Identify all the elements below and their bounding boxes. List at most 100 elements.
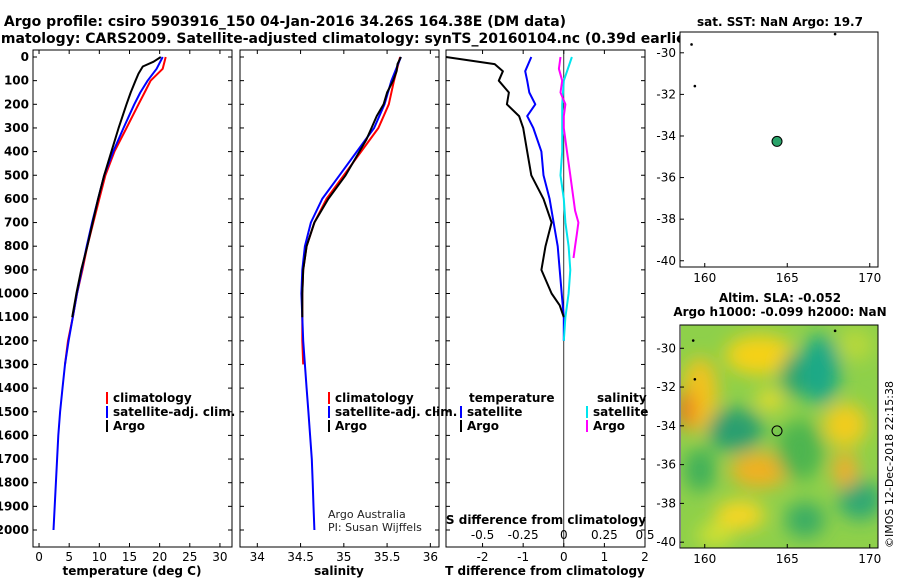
difference-secondary-xlabel: S difference from climatology [446,513,646,527]
legend-label-t-satellite: satellite [467,405,522,419]
figure-title-line1: Argo profile: csiro 5903916_150 04-Jan-2… [4,14,566,30]
depth-tick-label: 1400 [0,381,29,395]
series-line-t-argo [445,56,565,318]
depth-tick-label: 1200 [0,334,29,348]
attribution-line1: Argo Australia [328,508,406,521]
depth-tick-label: 800 [4,239,29,253]
x-tick-label: 35 [336,550,351,564]
nearby-float-marker [693,84,697,88]
depth-tick-label: 900 [4,263,29,277]
secondary-x-tick-label: 0.25 [591,528,618,542]
depth-tick-label: 700 [4,216,29,230]
legend-label-s-satellite: satellite [593,405,648,419]
map-y-tick-label: -34 [656,419,676,433]
nearby-float-marker [693,377,697,381]
map-x-tick-label: 170 [858,271,881,285]
depth-tick-label: 1300 [0,357,29,371]
salinity-xlabel: salinity [314,564,364,578]
x-tick-label: 1 [601,550,609,564]
temperature-xlabel: temperature (deg C) [63,564,202,578]
legend-title-temperature: temperature [469,391,554,405]
profile-series [52,56,580,531]
panel-axes: 0 5 10 15 20 25 30 34 34.5 35 35.5 36 -2 -1 0 1 2 -0.5 -0.… [33,50,655,564]
map-y-tick-label: -38 [656,212,676,226]
x-tick-label: 0 [35,550,43,564]
sst-map-frame [679,31,879,268]
nearby-float-marker [691,339,695,342]
x-tick-label: 10 [92,550,107,564]
secondary-x-tick-label: 0 [560,528,568,542]
legend-label-argo: Argo [335,419,367,433]
nearby-float-marker [833,32,837,36]
difference-legend: temperature salinity satellite Argo sate… [460,391,648,433]
map-y-tick-label: -34 [656,129,676,143]
depth-tick-label: 300 [4,121,29,135]
depth-axis-labels: 0 100 200 300 400 500 600 700 800 900 1000 1100 1200… [0,50,29,537]
map-x-tick-label: 165 [776,552,799,566]
difference-panel-frame [445,49,646,548]
series-line-s-argo [557,56,580,259]
map-y-tick-label: -30 [656,341,676,355]
sla-map-title-line1: Altim. SLA: -0.052 [719,291,841,305]
map-y-tick-label: -32 [656,87,676,101]
depth-tick-label: 1100 [0,310,29,324]
imos-timestamp: ©IMOS 12-Dec-2018 22:15:38 [883,381,896,548]
depth-tick-label: 1900 [0,499,29,513]
x-tick-label: 0 [560,550,568,564]
argo-profile-marker [771,425,783,437]
depth-tick-label: 1800 [0,476,29,490]
depth-tick-label: 1700 [0,452,29,466]
map-y-tick-label: -32 [656,380,676,394]
legend-label-t-argo: Argo [467,419,499,433]
x-tick-label: 25 [182,550,197,564]
map-y-tick-label: -40 [656,254,676,268]
map-y-tick-label: -40 [656,535,676,549]
depth-tick-label: 600 [4,192,29,206]
legend-label-climatology: climatology [113,391,192,405]
salinity-panel-frame [239,49,440,548]
depth-tick-label: 1600 [0,428,29,442]
x-tick-label: 5 [65,550,73,564]
x-tick-label: -1 [517,550,529,564]
x-tick-label: 34 [250,550,265,564]
series-line-s-satellite [559,56,573,341]
depth-tick-label: 1000 [0,287,29,301]
map-x-tick-label: 170 [858,552,881,566]
difference-xlabel: T difference from climatology [445,564,645,578]
depth-tick-label: 0 [21,50,29,64]
legend-label-argo: Argo [113,419,145,433]
legend-label-s-argo: Argo [593,419,625,433]
depth-tick-label: 2000 [0,523,29,537]
depth-tick-label: 100 [4,74,29,88]
x-tick-label: 30 [212,550,227,564]
nearby-float-marker [690,43,693,46]
temperature-panel-frame [32,49,233,548]
x-tick-label: 20 [152,550,167,564]
sla-map-frame [679,324,879,549]
nearby-float-marker [833,329,837,333]
series-line-argo [71,56,162,318]
figure-title-line2: Climatology: CARS2009. Satellite-adjuste… [0,31,699,47]
map-y-tick-label: -36 [656,171,676,185]
map-y-tick-label: -38 [656,496,676,510]
depth-tick-label: 400 [4,145,29,159]
depth-tick-label: 200 [4,97,29,111]
attribution-line2: PI: Susan Wijffels [328,521,422,534]
map-markers: 160 165 170 -30 -32 -34 -36 -38 -40 160 165 170 -30 -… [656,32,881,566]
x-tick-label: 35.5 [374,550,401,564]
map-y-tick-label: -36 [656,458,676,472]
argo-profile-marker [771,135,783,147]
x-tick-label: 15 [122,550,137,564]
x-tick-label: -2 [477,550,489,564]
legend-label-satellite: satellite-adj. clim. [113,405,235,419]
map-x-tick-label: 160 [693,271,716,285]
temperature-legend: climatology satellite-adj. clim. Argo [106,391,235,433]
salinity-legend: climatology satellite-adj. clim. Argo [328,391,457,433]
map-x-tick-label: 160 [693,552,716,566]
secondary-x-tick-label: -0.5 [471,528,494,542]
series-line-t-satellite [524,56,565,341]
x-tick-label: 36 [423,550,438,564]
secondary-x-tick-label: 0.5 [635,528,654,542]
x-tick-label: 34.5 [287,550,314,564]
